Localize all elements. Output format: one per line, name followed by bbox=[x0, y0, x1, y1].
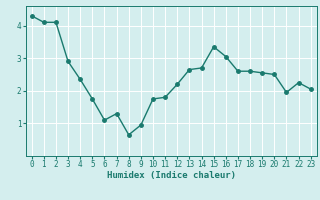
X-axis label: Humidex (Indice chaleur): Humidex (Indice chaleur) bbox=[107, 171, 236, 180]
